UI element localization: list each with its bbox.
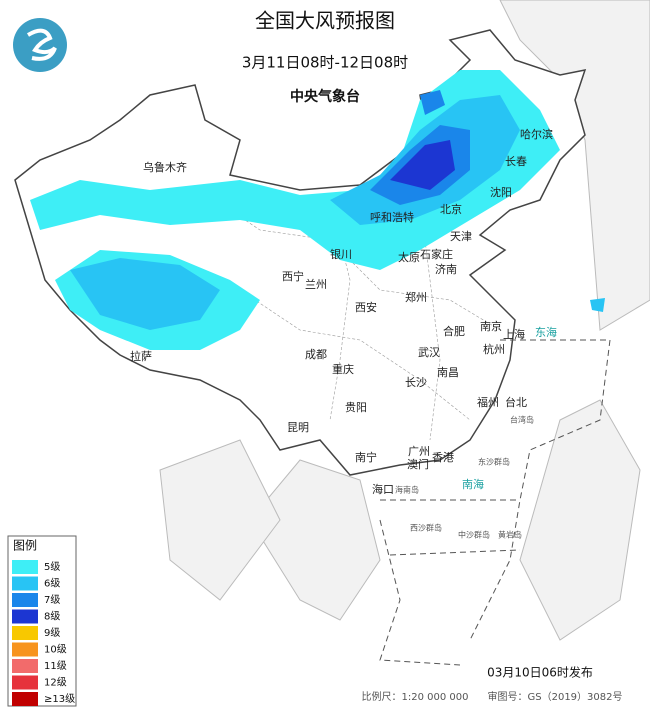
sea-labels: 东海 南海 — [462, 325, 557, 491]
approval: 审图号：GS（2019）3082号 — [488, 690, 623, 703]
city-label: 拉萨 — [130, 349, 152, 363]
sea-boundaries — [379, 339, 611, 666]
city-label: 上海 — [503, 327, 525, 341]
city-label: 贵阳 — [345, 401, 367, 414]
legend-swatch — [12, 576, 38, 591]
city-label: 武汉 — [418, 346, 440, 359]
island-label: 中沙群岛 — [458, 530, 490, 540]
city-label: 呼和浩特 — [370, 210, 414, 224]
city-label: 西安 — [355, 300, 377, 314]
city-label: 银川 — [330, 247, 352, 261]
logo — [13, 18, 67, 72]
city-label: 太原 — [398, 251, 420, 264]
city-label: 北京 — [440, 202, 462, 216]
city-label: 南京 — [480, 319, 502, 333]
city-label: 澳门 — [407, 457, 429, 471]
title: 全国大风预报图 — [255, 9, 395, 33]
legend-label: 10级 — [44, 644, 67, 656]
city-label: 沈阳 — [490, 185, 512, 199]
city-label: 哈尔滨 — [520, 127, 553, 141]
legend-label: 6级 — [44, 578, 60, 590]
city-label: 合肥 — [443, 324, 465, 338]
island-label: 黄岩岛 — [498, 530, 522, 540]
legend-swatch — [12, 560, 38, 574]
city-label: 海口 — [372, 482, 394, 496]
city-label: 成都 — [305, 348, 327, 361]
island-label: 西沙群岛 — [410, 523, 442, 533]
legend-title: 图例 — [13, 539, 37, 553]
sea-label: 东海 — [535, 325, 557, 339]
island-label: 东沙群岛 — [478, 457, 510, 467]
city-label: 香港 — [432, 451, 454, 464]
city-label: 南昌 — [437, 366, 459, 379]
city-label: 天津 — [450, 230, 472, 243]
legend-label: 12级 — [44, 677, 67, 689]
legend-swatch — [12, 642, 38, 657]
city-label: 福州 — [477, 395, 499, 409]
legend-label: 8级 — [44, 611, 60, 623]
legend-swatch — [12, 675, 38, 690]
city-label: 郑州 — [405, 290, 427, 304]
legend-label: ≥13级 — [44, 693, 75, 705]
agency: 中央气象台 — [290, 88, 360, 105]
city-label: 广州 — [408, 445, 430, 458]
legend: 图例 5级 6级 7级 8级 9级 10级 11级 12级 ≥13级 — [7, 535, 77, 707]
subtitle: 3月11日08时-12日08时 — [242, 54, 408, 72]
city-label: 杭州 — [483, 342, 505, 356]
city-label: 兰州 — [305, 278, 327, 291]
city-label: 长沙 — [405, 376, 427, 389]
city-labels: 乌鲁木齐 哈尔滨 长春 沈阳 呼和浩特 北京 天津 石家庄 太原 济南 银川 西… — [130, 127, 553, 496]
city-label: 台北 — [505, 395, 527, 409]
legend-label: 7级 — [44, 594, 60, 606]
legend-swatch — [12, 692, 38, 706]
legend-swatch — [12, 609, 38, 624]
legend-swatch — [12, 626, 38, 640]
island-labels: 台湾岛 海南岛 东沙群岛 西沙群岛 中沙群岛 黄岩岛 — [395, 415, 534, 540]
sea-label: 南海 — [462, 477, 484, 491]
city-label: 西宁 — [282, 269, 304, 283]
city-label: 乌鲁木齐 — [143, 160, 187, 174]
scale: 比例尺：1:20 000 000 — [362, 690, 469, 703]
issued: 03月10日06时发布 — [487, 665, 593, 680]
legend-label: 11级 — [44, 660, 67, 672]
legend-swatch — [12, 593, 38, 607]
city-label: 昆明 — [287, 421, 309, 434]
city-label: 长春 — [505, 155, 527, 168]
city-label: 济南 — [435, 262, 457, 276]
legend-label: 9级 — [44, 627, 60, 639]
island-label: 台湾岛 — [510, 415, 534, 425]
island-label: 海南岛 — [395, 485, 419, 495]
logo-swirl — [26, 28, 57, 61]
wind-areas — [30, 70, 605, 350]
city-label: 重庆 — [332, 362, 354, 376]
city-label: 石家庄 — [420, 247, 453, 261]
legend-label: 5级 — [44, 561, 60, 573]
legend-swatch — [12, 659, 38, 673]
neighbors — [159, 0, 650, 641]
city-label: 南宁 — [355, 450, 377, 464]
